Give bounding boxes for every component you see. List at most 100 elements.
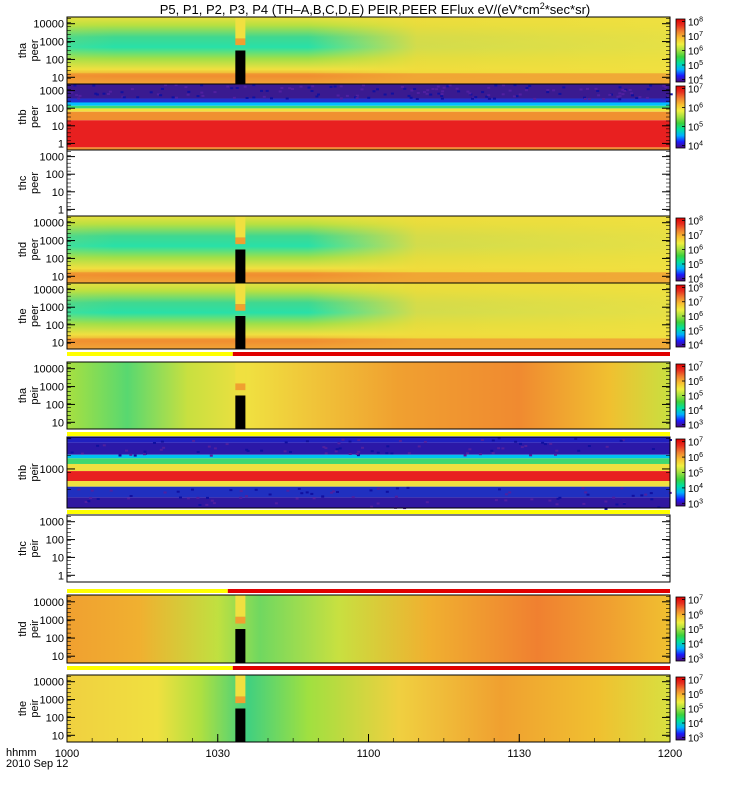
energy-band bbox=[67, 487, 670, 498]
noise-speckle bbox=[94, 93, 97, 95]
noise-speckle bbox=[313, 497, 316, 499]
energy-band bbox=[67, 455, 670, 459]
noise-speckle bbox=[597, 94, 600, 96]
noise-speckle bbox=[192, 440, 195, 442]
noise-speckle bbox=[187, 91, 190, 93]
y-tick-label: 10 bbox=[52, 271, 64, 283]
y-tick-label: 1000 bbox=[40, 302, 64, 314]
noise-speckle bbox=[87, 500, 90, 502]
noise-speckle bbox=[623, 503, 626, 505]
panel-species-label: peer bbox=[29, 305, 41, 327]
colorbar-tick-base: 10 bbox=[688, 406, 700, 417]
colorbar-tick-base: 10 bbox=[688, 377, 700, 388]
panel-species-label: peer bbox=[29, 106, 41, 128]
noise-speckle bbox=[391, 93, 394, 95]
colorbar-tick-label: 105 bbox=[688, 122, 703, 134]
noise-speckle bbox=[618, 92, 621, 94]
noise-speckle bbox=[502, 84, 505, 86]
noise-speckle bbox=[587, 494, 590, 496]
noise-speckle bbox=[556, 503, 559, 505]
data-gap-transition bbox=[235, 383, 245, 390]
noise-speckle bbox=[200, 92, 203, 94]
noise-speckle bbox=[426, 93, 429, 95]
colorbar-tick-exponent: 7 bbox=[699, 31, 703, 38]
mode-bar-segment bbox=[67, 589, 228, 593]
noise-speckle bbox=[134, 455, 137, 457]
noise-speckle bbox=[582, 503, 585, 505]
noise-speckle bbox=[77, 489, 80, 491]
noise-speckle bbox=[131, 88, 134, 90]
panel-thc-peir: 1000 100 10 1 thc peir bbox=[17, 515, 670, 582]
energy-band bbox=[67, 471, 670, 481]
noise-speckle bbox=[136, 96, 139, 98]
y-tick-label: 10 bbox=[52, 651, 64, 663]
noise-speckle bbox=[644, 494, 647, 496]
noise-speckle bbox=[284, 450, 287, 452]
noise-speckle bbox=[640, 494, 643, 496]
noise-speckle bbox=[144, 451, 147, 453]
noise-speckle bbox=[457, 90, 460, 92]
x-tick-label: 1200 bbox=[658, 748, 682, 760]
energy-band bbox=[67, 99, 670, 103]
mode-bar-segment bbox=[233, 352, 670, 356]
noise-speckle bbox=[577, 450, 580, 452]
energy-band bbox=[67, 437, 670, 443]
y-tick-label: 10 bbox=[52, 187, 64, 199]
y-tick-label: 100 bbox=[46, 103, 64, 115]
mode-bar-thc-peir bbox=[67, 589, 670, 593]
noise-speckle bbox=[630, 92, 633, 94]
colorbar-tick-exponent: 7 bbox=[699, 83, 703, 90]
panel-probe-label: thb bbox=[17, 465, 29, 480]
noise-speckle bbox=[558, 93, 561, 95]
panel-plot-thb-peir bbox=[67, 437, 672, 510]
noise-speckle bbox=[330, 492, 333, 494]
panel-species-label: peer bbox=[29, 238, 41, 260]
noise-speckle bbox=[161, 441, 164, 443]
noise-speckle bbox=[586, 88, 589, 90]
noise-speckle bbox=[315, 96, 318, 98]
noise-speckle bbox=[77, 98, 80, 100]
noise-speckle bbox=[501, 447, 504, 449]
colorbar-tick-exponent: 5 bbox=[699, 259, 703, 266]
colorbar-tick-label: 103 bbox=[688, 498, 703, 510]
noise-speckle bbox=[396, 487, 399, 489]
colorbar-tick-base: 10 bbox=[688, 733, 700, 744]
noise-speckle bbox=[513, 95, 516, 97]
noise-speckle bbox=[410, 97, 413, 99]
noise-speckle bbox=[109, 91, 112, 93]
noise-speckle bbox=[619, 86, 622, 88]
noise-speckle bbox=[362, 84, 365, 86]
noise-speckle bbox=[339, 447, 342, 449]
noise-speckle bbox=[213, 502, 216, 504]
noise-speckle bbox=[279, 91, 282, 93]
colorbar-tick-exponent: 3 bbox=[699, 732, 703, 739]
low-energy-band bbox=[67, 272, 670, 283]
colorbar-tick-exponent: 4 bbox=[699, 74, 703, 81]
low-energy-band bbox=[67, 73, 670, 84]
noise-speckle bbox=[620, 487, 623, 489]
noise-speckle bbox=[230, 87, 233, 89]
noise-speckle bbox=[103, 93, 106, 95]
noise-speckle bbox=[201, 95, 204, 97]
flux-background bbox=[67, 595, 670, 663]
noise-speckle bbox=[498, 488, 501, 490]
colorbar-tick-base: 10 bbox=[688, 625, 700, 636]
noise-speckle bbox=[79, 95, 82, 97]
mode-bar-segment bbox=[67, 510, 670, 514]
colorbar-tick-exponent: 8 bbox=[699, 216, 703, 223]
noise-speckle bbox=[127, 497, 130, 499]
colorbar-tick-base: 10 bbox=[688, 283, 700, 294]
panel-the-peir: 10000100010010the peir107106105104103 bbox=[17, 675, 703, 745]
y-tick-label: 1000 bbox=[40, 464, 64, 476]
colorbar-thd-peer: 108107106105104 bbox=[676, 216, 703, 286]
noise-speckle bbox=[103, 444, 106, 446]
noise-speckle bbox=[502, 93, 505, 95]
colorbar-tick-exponent: 8 bbox=[699, 17, 703, 24]
noise-speckle bbox=[574, 438, 577, 440]
energy-band bbox=[67, 481, 670, 487]
noise-speckle bbox=[399, 440, 402, 442]
noise-speckle bbox=[429, 94, 432, 96]
noise-speckle bbox=[588, 445, 591, 447]
noise-speckle bbox=[408, 95, 411, 97]
y-tick-label: 10 bbox=[52, 552, 64, 564]
